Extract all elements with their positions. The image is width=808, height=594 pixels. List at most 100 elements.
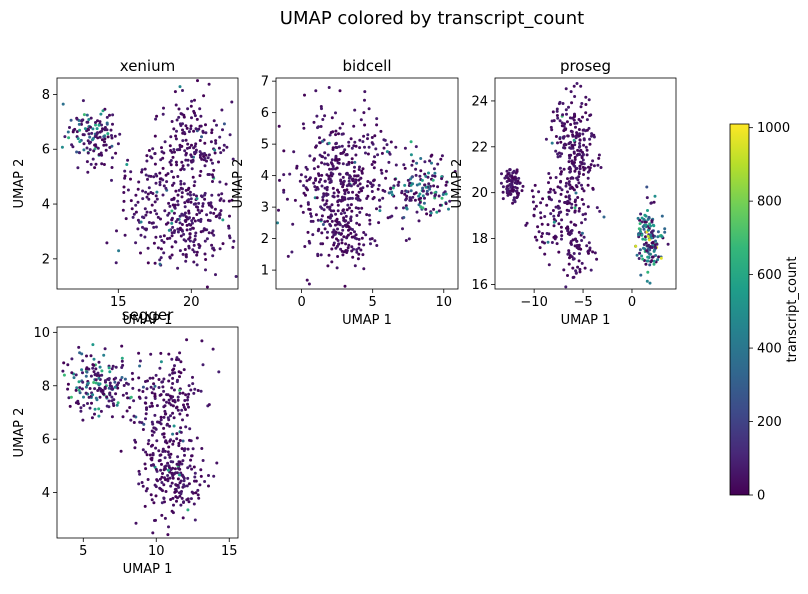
- data-point: [370, 136, 374, 139]
- data-point: [547, 172, 551, 175]
- data-point: [166, 450, 170, 454]
- data-point: [89, 354, 93, 358]
- data-point: [340, 132, 344, 136]
- data-point: [432, 167, 436, 171]
- data-point: [168, 236, 172, 240]
- data-point: [150, 498, 154, 502]
- data-point: [187, 392, 191, 396]
- data-point: [192, 502, 196, 506]
- data-point: [144, 380, 147, 383]
- data-point: [432, 184, 436, 188]
- data-point: [358, 165, 361, 169]
- data-point: [166, 533, 170, 537]
- data-point: [583, 217, 587, 221]
- data-point: [564, 108, 568, 112]
- data-point: [569, 123, 573, 126]
- data-point: [531, 200, 535, 204]
- data-point: [207, 231, 211, 235]
- data-point: [99, 112, 103, 116]
- data-point: [193, 479, 196, 483]
- data-point: [306, 230, 310, 234]
- data-point: [186, 158, 190, 162]
- data-point: [314, 89, 318, 93]
- data-point: [94, 367, 98, 371]
- data-point: [158, 177, 162, 181]
- data-point: [548, 196, 552, 200]
- data-point: [178, 388, 182, 392]
- data-point: [415, 161, 419, 165]
- data-point: [645, 279, 649, 283]
- data-point: [178, 249, 182, 253]
- data-point: [149, 352, 153, 356]
- data-point: [350, 196, 354, 200]
- data-point: [559, 225, 563, 229]
- data-point: [91, 363, 95, 367]
- data-point: [567, 249, 571, 253]
- data-point: [139, 220, 143, 224]
- data-point: [319, 253, 323, 257]
- data-point: [577, 145, 581, 149]
- data-point: [336, 227, 339, 231]
- x-tick-label: 15: [110, 295, 127, 310]
- y-tick-label: 5: [261, 138, 269, 153]
- data-point: [656, 235, 660, 239]
- data-point: [169, 414, 172, 418]
- data-point: [338, 126, 342, 130]
- data-point: [160, 501, 164, 505]
- data-point: [74, 388, 78, 392]
- data-point: [152, 463, 156, 467]
- data-point: [144, 173, 148, 177]
- data-point: [575, 133, 579, 137]
- data-point: [315, 114, 319, 118]
- data-point: [210, 131, 214, 135]
- data-point: [94, 123, 97, 127]
- data-point: [187, 211, 191, 215]
- data-point: [151, 443, 154, 447]
- data-point: [323, 203, 327, 207]
- data-point: [178, 412, 182, 416]
- data-point: [377, 183, 381, 187]
- data-point: [89, 162, 93, 166]
- data-point: [356, 194, 360, 198]
- data-point: [585, 128, 589, 132]
- data-point: [97, 386, 101, 390]
- data-point: [330, 219, 334, 223]
- data-point: [362, 231, 366, 234]
- data-point: [579, 105, 583, 109]
- data-point: [211, 347, 215, 351]
- axes-frame: [494, 77, 677, 290]
- data-point: [171, 404, 175, 408]
- data-point: [176, 199, 180, 203]
- data-point: [547, 190, 551, 194]
- data-point: [218, 212, 222, 215]
- data-point: [305, 179, 309, 183]
- data-point: [595, 257, 599, 261]
- data-point: [171, 476, 175, 480]
- y-tick-label: 10: [33, 326, 50, 341]
- data-point: [567, 209, 571, 213]
- data-point: [85, 160, 89, 164]
- data-point: [373, 239, 377, 243]
- data-point: [163, 140, 167, 144]
- data-point: [152, 175, 156, 179]
- data-point: [533, 183, 537, 187]
- data-point: [575, 131, 579, 135]
- data-point: [184, 151, 188, 155]
- data-point: [547, 263, 551, 267]
- data-point: [180, 160, 184, 164]
- y-tick-label: 18: [471, 232, 488, 247]
- data-point: [107, 399, 111, 403]
- data-point: [418, 200, 422, 204]
- data-point: [563, 122, 567, 126]
- data-point: [583, 166, 587, 170]
- data-point: [514, 189, 518, 193]
- data-point: [111, 122, 114, 126]
- data-point: [198, 139, 202, 142]
- data-point: [358, 210, 362, 214]
- data-point: [66, 387, 70, 391]
- data-point: [320, 214, 324, 218]
- data-point: [159, 351, 163, 355]
- data-point: [101, 127, 104, 131]
- data-point: [319, 242, 323, 246]
